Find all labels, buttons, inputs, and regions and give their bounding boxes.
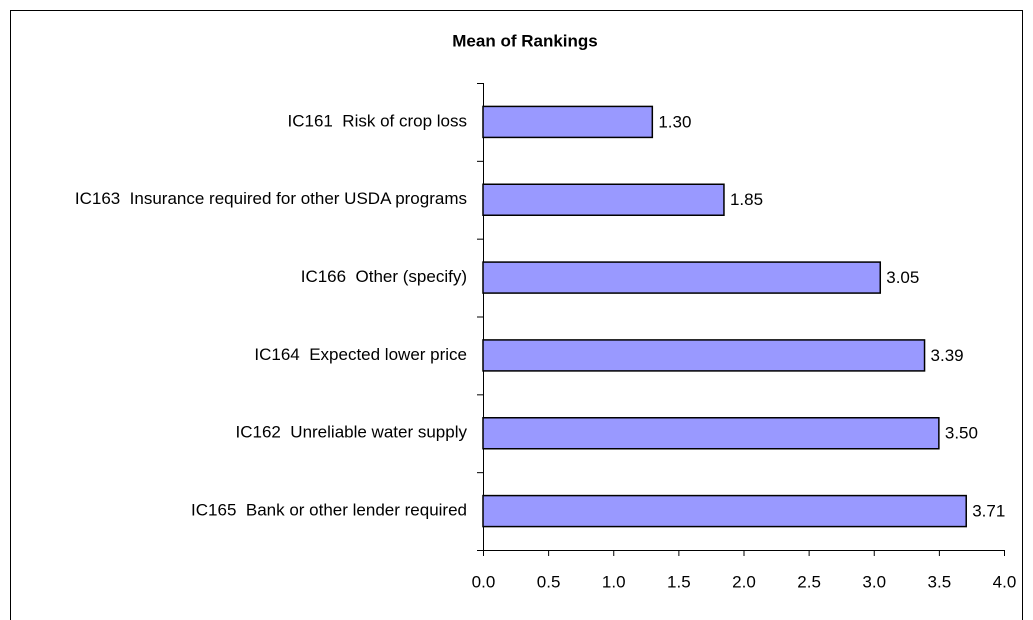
bar — [482, 183, 725, 216]
value-label: 3.50 — [945, 424, 978, 443]
chart-border — [10, 10, 1023, 620]
value-label: 1.30 — [658, 112, 691, 131]
value-label: 3.71 — [972, 502, 1005, 521]
x-tick-label: 1.0 — [602, 572, 626, 591]
x-tick-label: 0.0 — [472, 572, 496, 591]
x-tick-label: 2.0 — [732, 572, 756, 591]
bar — [482, 494, 967, 528]
y-tick-label: IC164 Expected lower price — [254, 345, 467, 364]
y-tick-label: IC166 Other (specify) — [301, 267, 467, 286]
value-label: 3.39 — [931, 346, 964, 365]
x-tick-label: 3.5 — [928, 572, 952, 591]
y-tick-label: IC162 Unreliable water supply — [235, 423, 467, 442]
chart-title: Mean of Rankings — [452, 31, 597, 50]
x-tick-label: 0.5 — [537, 572, 561, 591]
bar — [482, 417, 940, 450]
x-tick-label: 1.5 — [667, 572, 691, 591]
bar — [482, 261, 882, 294]
bar — [482, 105, 654, 139]
y-tick-label: IC165 Bank or other lender required — [191, 501, 467, 520]
y-tick-label: IC163 Insurance required for other USDA … — [75, 189, 467, 208]
bar — [482, 339, 926, 372]
value-label: 1.85 — [730, 190, 763, 209]
x-tick-label: 2.5 — [797, 572, 821, 591]
x-tick-label: 4.0 — [993, 572, 1017, 591]
y-tick-label: IC161 Risk of crop loss — [287, 111, 467, 130]
value-label: 3.05 — [886, 268, 919, 287]
x-tick-label: 3.0 — [862, 572, 886, 591]
